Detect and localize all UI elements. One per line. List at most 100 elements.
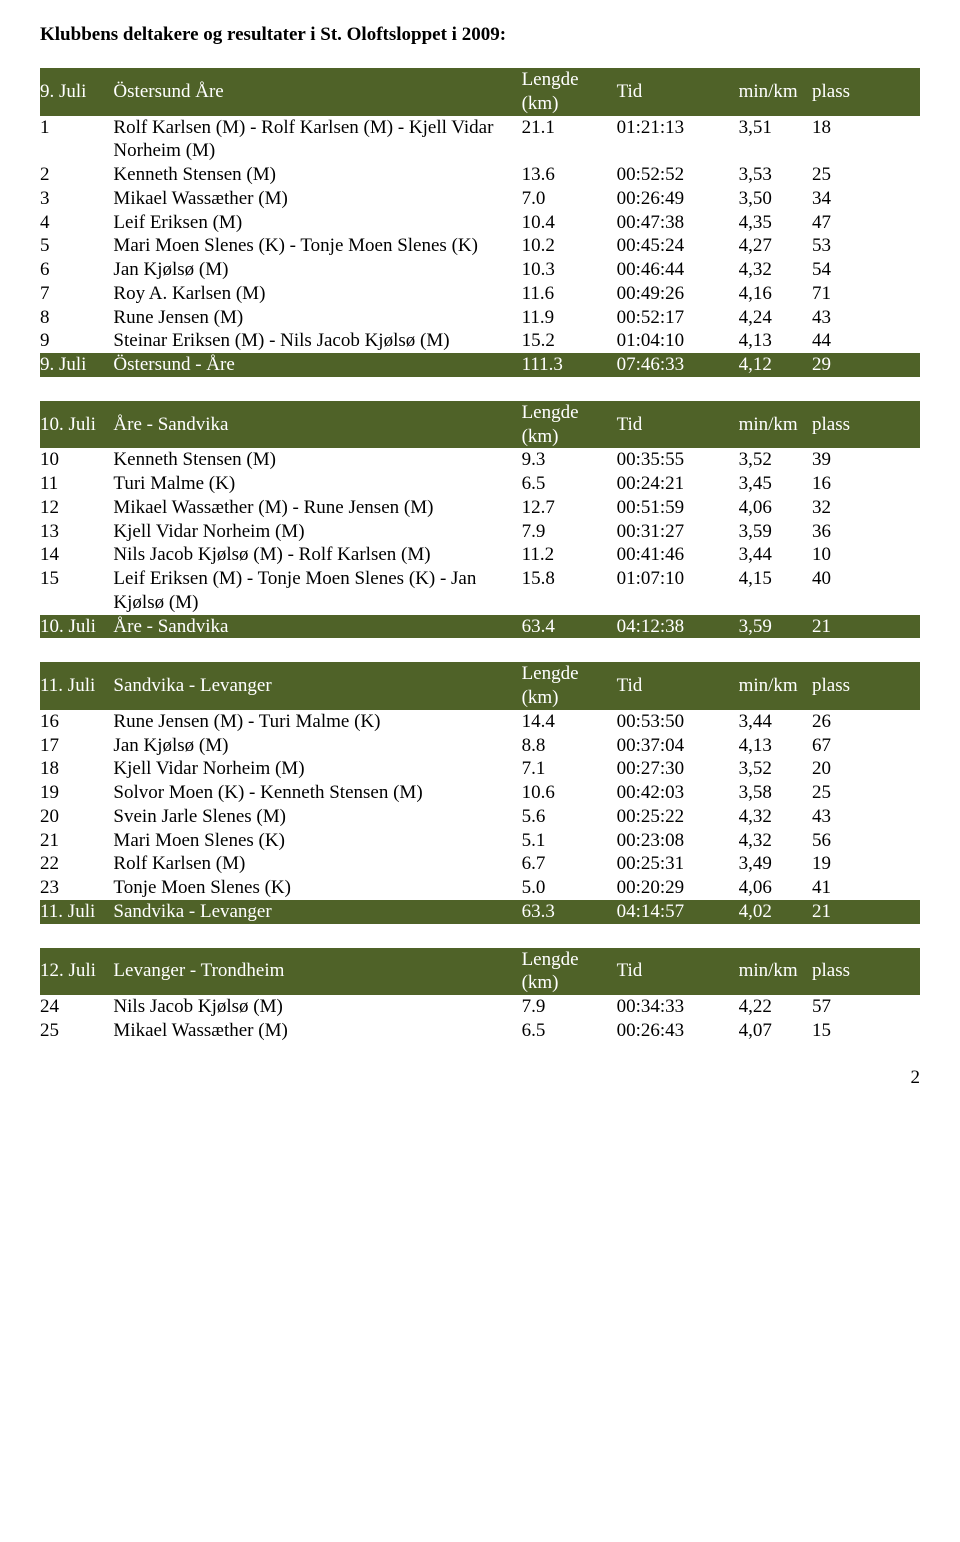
table-row: 15Leif Eriksen (M) - Tonje Moen Slenes (… [40, 567, 920, 615]
table-header-row: 11. JuliSandvika - LevangerLengde(km)Tid… [40, 662, 920, 710]
row-name: Leif Eriksen (M) [113, 211, 521, 235]
row-plass: 43 [812, 805, 920, 829]
summary-route: Östersund - Åre [113, 353, 521, 377]
summary-date: 9. Juli [40, 353, 113, 377]
summary-len: 111.3 [522, 353, 617, 377]
header-minkm: min/km [739, 68, 812, 116]
row-num: 5 [40, 234, 113, 258]
row-name: Kjell Vidar Norheim (M) [113, 757, 521, 781]
row-plass: 39 [812, 448, 920, 472]
table-row: 8Rune Jensen (M)11.900:52:174,2443 [40, 306, 920, 330]
summary-tid: 04:12:38 [617, 615, 739, 639]
row-pace: 4,24 [739, 306, 812, 330]
row-num: 15 [40, 567, 113, 615]
page-number: 2 [40, 1067, 920, 1089]
row-len: 10.2 [522, 234, 617, 258]
table-row: 3Mikael Wassæther (M)7.000:26:493,5034 [40, 187, 920, 211]
header-route: Åre - Sandvika [113, 401, 521, 449]
row-tid: 00:27:30 [617, 757, 739, 781]
header-plass: plass [812, 401, 920, 449]
row-tid: 00:26:49 [617, 187, 739, 211]
row-pace: 3,49 [739, 852, 812, 876]
row-len: 21.1 [522, 116, 617, 164]
results-table: 12. JuliLevanger - TrondheimLengde(km)Ti… [40, 948, 920, 1043]
row-plass: 41 [812, 876, 920, 900]
header-tid: Tid [617, 948, 739, 996]
table-summary-row: 10. JuliÅre - Sandvika63.404:12:383,5921 [40, 615, 920, 639]
row-tid: 00:52:52 [617, 163, 739, 187]
row-tid: 00:26:43 [617, 1019, 739, 1043]
summary-plass: 29 [812, 353, 920, 377]
row-num: 1 [40, 116, 113, 164]
row-len: 15.8 [522, 567, 617, 615]
row-num: 25 [40, 1019, 113, 1043]
row-tid: 00:49:26 [617, 282, 739, 306]
table-row: 17Jan Kjølsø (M)8.800:37:044,1367 [40, 734, 920, 758]
row-tid: 00:45:24 [617, 234, 739, 258]
row-len: 7.9 [522, 995, 617, 1019]
row-tid: 00:34:33 [617, 995, 739, 1019]
table-row: 6Jan Kjølsø (M)10.300:46:444,3254 [40, 258, 920, 282]
header-tid: Tid [617, 68, 739, 116]
row-name: Jan Kjølsø (M) [113, 734, 521, 758]
table-row: 21Mari Moen Slenes (K)5.100:23:084,3256 [40, 829, 920, 853]
row-tid: 00:41:46 [617, 543, 739, 567]
row-pace: 4,15 [739, 567, 812, 615]
row-plass: 40 [812, 567, 920, 615]
table-row: 20Svein Jarle Slenes (M)5.600:25:224,324… [40, 805, 920, 829]
row-len: 5.1 [522, 829, 617, 853]
row-len: 7.1 [522, 757, 617, 781]
table-row: 2Kenneth Stensen (M)13.600:52:523,5325 [40, 163, 920, 187]
row-num: 6 [40, 258, 113, 282]
header-route: Sandvika - Levanger [113, 662, 521, 710]
row-num: 2 [40, 163, 113, 187]
row-plass: 34 [812, 187, 920, 211]
row-name: Mari Moen Slenes (K) - Tonje Moen Slenes… [113, 234, 521, 258]
results-table: 10. JuliÅre - SandvikaLengde(km)Tidmin/k… [40, 401, 920, 639]
row-name: Jan Kjølsø (M) [113, 258, 521, 282]
row-plass: 36 [812, 520, 920, 544]
row-num: 8 [40, 306, 113, 330]
summary-route: Åre - Sandvika [113, 615, 521, 639]
row-len: 7.9 [522, 520, 617, 544]
row-tid: 01:04:10 [617, 329, 739, 353]
row-name: Rune Jensen (M) - Turi Malme (K) [113, 710, 521, 734]
row-pace: 3,58 [739, 781, 812, 805]
row-plass: 15 [812, 1019, 920, 1043]
row-plass: 32 [812, 496, 920, 520]
row-tid: 01:21:13 [617, 116, 739, 164]
row-len: 11.6 [522, 282, 617, 306]
table-row: 7Roy A. Karlsen (M)11.600:49:264,1671 [40, 282, 920, 306]
row-pace: 3,44 [739, 543, 812, 567]
row-plass: 56 [812, 829, 920, 853]
row-plass: 53 [812, 234, 920, 258]
row-name: Kenneth Stensen (M) [113, 163, 521, 187]
row-num: 10 [40, 448, 113, 472]
row-len: 10.4 [522, 211, 617, 235]
table-row: 19Solvor Moen (K) - Kenneth Stensen (M)1… [40, 781, 920, 805]
row-plass: 54 [812, 258, 920, 282]
row-num: 13 [40, 520, 113, 544]
row-name: Mari Moen Slenes (K) [113, 829, 521, 853]
header-route: Levanger - Trondheim [113, 948, 521, 996]
row-num: 9 [40, 329, 113, 353]
row-tid: 00:53:50 [617, 710, 739, 734]
row-plass: 18 [812, 116, 920, 164]
row-num: 23 [40, 876, 113, 900]
table-header-row: 12. JuliLevanger - TrondheimLengde(km)Ti… [40, 948, 920, 996]
row-pace: 3,44 [739, 710, 812, 734]
header-date: 10. Juli [40, 401, 113, 449]
row-plass: 16 [812, 472, 920, 496]
row-plass: 67 [812, 734, 920, 758]
row-name: Nils Jacob Kjølsø (M) [113, 995, 521, 1019]
results-table: 11. JuliSandvika - LevangerLengde(km)Tid… [40, 662, 920, 923]
row-plass: 25 [812, 163, 920, 187]
header-date: 11. Juli [40, 662, 113, 710]
row-name: Turi Malme (K) [113, 472, 521, 496]
row-pace: 3,50 [739, 187, 812, 211]
row-name: Mikael Wassæther (M) - Rune Jensen (M) [113, 496, 521, 520]
row-num: 17 [40, 734, 113, 758]
row-pace: 4,06 [739, 876, 812, 900]
row-len: 12.7 [522, 496, 617, 520]
header-lengde: Lengde(km) [522, 401, 617, 449]
